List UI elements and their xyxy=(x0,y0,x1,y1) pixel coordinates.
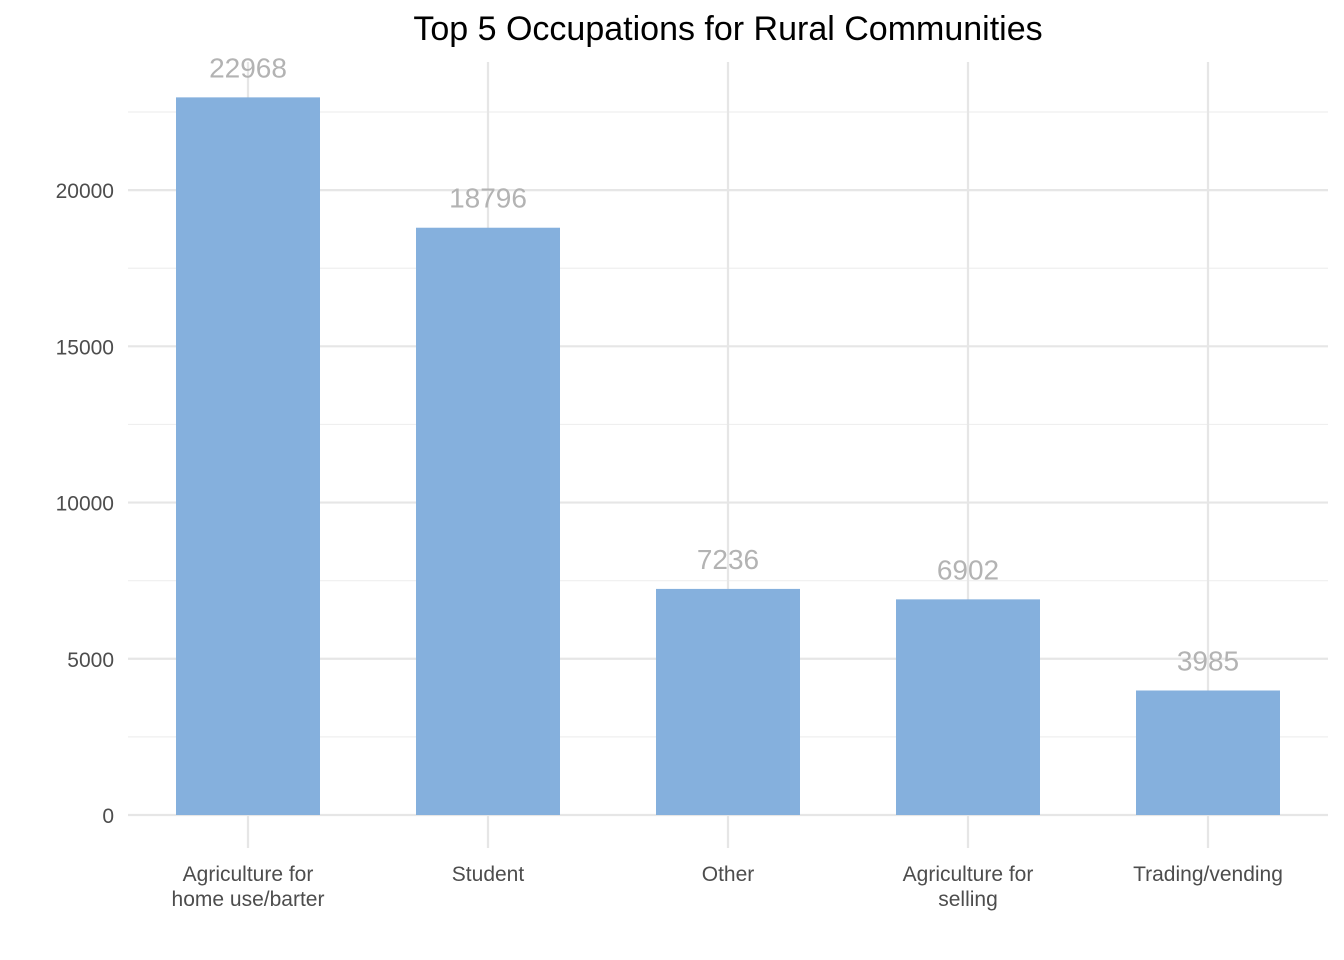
x-tick-label-4: Trading/vending xyxy=(1133,863,1283,886)
x-tick-label-line: Trading/vending xyxy=(1133,863,1283,886)
x-tick-label-2: Other xyxy=(702,863,755,886)
x-tick-label-line: home use/barter xyxy=(172,888,325,911)
data-label-3: 6902 xyxy=(937,554,999,585)
x-tick-label-line: Student xyxy=(452,863,525,886)
chart-title: Top 5 Occupations for Rural Communities xyxy=(413,10,1042,48)
data-label-4: 3985 xyxy=(1177,645,1239,676)
data-labels: 22968 18796 7236 6902 3985 xyxy=(209,52,1239,676)
bar-4 xyxy=(1136,690,1280,815)
bar-1 xyxy=(416,227,560,816)
y-tick-label-2: 10000 xyxy=(56,493,114,516)
data-label-2: 7236 xyxy=(697,544,759,575)
y-tick-label-1: 5000 xyxy=(67,649,114,672)
bar-2 xyxy=(656,588,800,815)
y-tick-label-3: 15000 xyxy=(56,336,114,359)
x-tick-label-line: Agriculture for xyxy=(903,863,1034,886)
bar-3 xyxy=(896,599,1040,815)
x-tick-label-line: Agriculture for xyxy=(183,863,314,886)
y-tick-label-0: 0 xyxy=(102,805,114,828)
y-tick-label-4: 20000 xyxy=(56,180,114,203)
y-axis-ticks: 0 5000 10000 15000 20000 xyxy=(56,180,114,828)
bar-0 xyxy=(176,97,320,815)
x-tick-label-0: Agriculture for home use/barter xyxy=(172,863,325,911)
x-tick-label-line: Other xyxy=(702,863,755,886)
data-label-0: 22968 xyxy=(209,52,287,83)
x-tick-label-1: Student xyxy=(452,863,525,886)
bars xyxy=(176,97,1280,816)
data-label-1: 18796 xyxy=(449,183,527,214)
x-tick-label-3: Agriculture for selling xyxy=(903,863,1034,911)
x-tick-label-line: selling xyxy=(938,888,998,911)
